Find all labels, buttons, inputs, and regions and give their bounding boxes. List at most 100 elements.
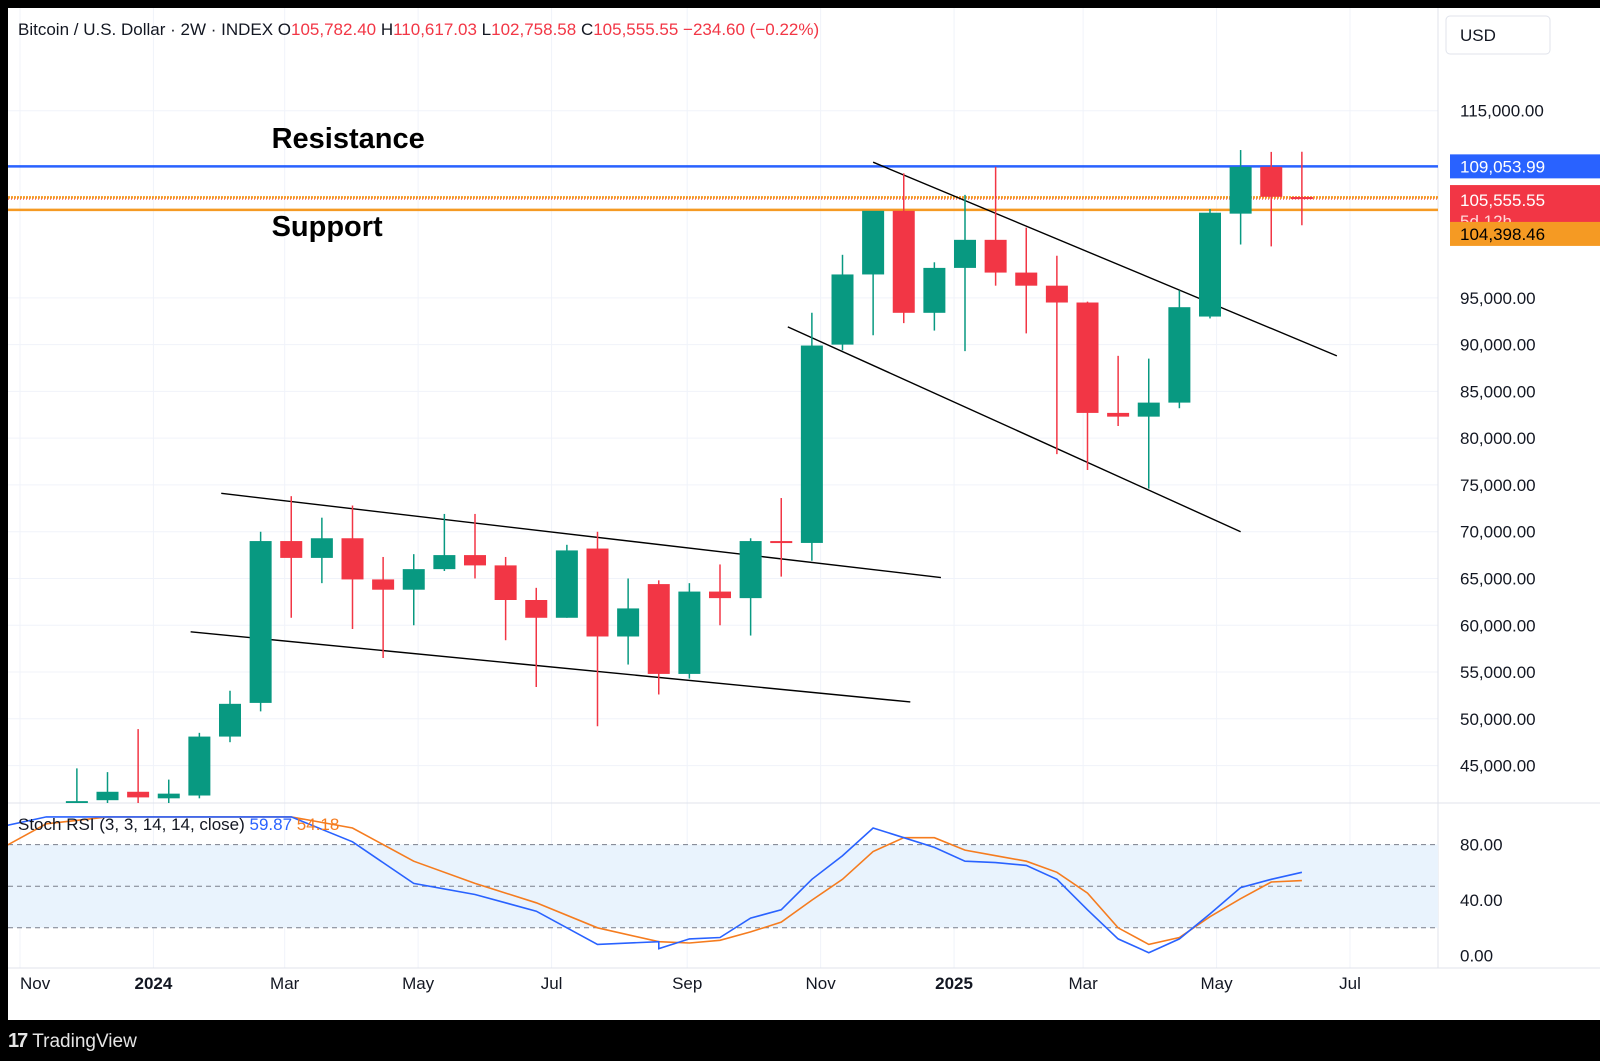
candle-body: [1229, 166, 1252, 214]
candle-body: [1137, 402, 1160, 417]
open-label: O: [278, 20, 291, 39]
price-tick-label: 45,000.00: [1460, 757, 1536, 776]
candle: [1137, 358, 1160, 489]
candles: [65, 150, 1313, 803]
candle-body: [954, 239, 976, 268]
price-tick-label: 65,000.00: [1460, 569, 1536, 588]
trendline-1: [190, 631, 911, 703]
symbol-name: Bitcoin / U.S. Dollar · 2W · INDEX: [18, 20, 278, 39]
candle: [96, 772, 119, 803]
candle-body: [617, 608, 640, 637]
trendline-0: [221, 492, 942, 579]
candle-body: [1107, 412, 1130, 417]
stoch-tick-label: 0.00: [1460, 947, 1493, 966]
price-axis: 45,000.00 50,000.00 55,000.00 60,000.00 65,0…: [1460, 102, 1544, 776]
price-tick-label: 85,000.00: [1460, 382, 1536, 401]
candle: [892, 173, 915, 324]
annotation-support: Support: [272, 211, 383, 243]
trendline-3: [787, 326, 1241, 533]
time-tick-label: 2025: [935, 974, 973, 993]
candle-body: [555, 550, 578, 618]
tradingview-logo-icon: 17: [8, 1030, 28, 1052]
low-value: 102,758.58: [491, 20, 581, 39]
candle-body: [1168, 307, 1191, 403]
candle: [157, 779, 180, 803]
candle-body: [1015, 272, 1038, 286]
candle-body: [647, 584, 670, 674]
candle: [800, 312, 823, 561]
price-tick-label: 80,000.00: [1460, 429, 1536, 448]
candle: [341, 505, 364, 629]
time-tick-label: Mar: [1068, 974, 1098, 993]
candle: [433, 513, 456, 571]
candle: [1168, 290, 1191, 409]
time-tick-label: Mar: [270, 974, 300, 993]
candle-body: [464, 555, 486, 566]
candle-body: [678, 591, 701, 674]
candle-body: [219, 703, 241, 737]
price-tick-label: 115,000.00: [1460, 102, 1544, 121]
candle-body: [892, 210, 915, 313]
annotation-resistance: Resistance: [272, 123, 425, 155]
candle-body: [249, 541, 272, 703]
time-tick-label: Nov: [20, 974, 51, 993]
candle-body: [923, 267, 946, 313]
candle: [831, 254, 854, 351]
chart-canvas[interactable]: Resistance Support 45,000.00 50,000.00 55,00…: [8, 8, 1600, 1020]
candle: [65, 768, 88, 803]
close-label: C: [581, 20, 593, 39]
time-tick-label: Jul: [541, 974, 563, 993]
candle: [464, 513, 486, 579]
candle: [739, 538, 762, 636]
open-value: 105,782.40: [291, 20, 381, 39]
stoch-d-value: 54.18: [297, 815, 340, 834]
candle: [984, 166, 1007, 286]
price-tag-support: 104,398.46: [1460, 225, 1545, 244]
price-tag-support-bg: [1450, 221, 1600, 246]
candle: [494, 556, 517, 641]
currency-label: USD: [1460, 26, 1496, 45]
candle: [647, 580, 670, 695]
candle-body: [709, 591, 731, 599]
candle-body: [310, 538, 333, 558]
low-label: L: [482, 20, 491, 39]
candle-body: [586, 548, 609, 637]
candle: [310, 517, 333, 584]
candle-body: [157, 793, 180, 799]
header-legend: Bitcoin / U.S. Dollar · 2W · INDEX O105,…: [18, 20, 819, 39]
candle-body: [1290, 196, 1313, 200]
candle: [525, 587, 548, 687]
high-value: 110,617.03: [393, 20, 482, 39]
candle: [617, 578, 640, 665]
time-tick-label: Nov: [806, 974, 837, 993]
close-value: 105,555.55: [593, 20, 683, 39]
candle-body: [984, 239, 1007, 273]
candle-body: [739, 541, 762, 599]
footer-brand: TradingView: [32, 1030, 137, 1052]
time-tick-label: May: [402, 974, 435, 993]
price-tag-resistance: 109,053.99: [1460, 157, 1545, 176]
stoch-rsi-pane: [8, 816, 1438, 954]
candle: [402, 554, 425, 626]
footer: 17 TradingView: [8, 1030, 137, 1053]
price-tick-label: 95,000.00: [1460, 289, 1536, 308]
candle-body: [188, 736, 211, 796]
candle: [954, 194, 976, 352]
candle: [709, 564, 731, 626]
candle-body: [1076, 302, 1099, 413]
candle-body: [433, 555, 456, 570]
price-tag-resistance-bg: [1450, 154, 1600, 179]
candle-body: [372, 579, 395, 590]
stoch-tick-label: 80.00: [1460, 836, 1503, 855]
candle: [678, 583, 701, 679]
candle-body: [341, 538, 364, 580]
candle: [127, 729, 150, 803]
candle: [1015, 227, 1038, 334]
time-tick-label: Sep: [672, 974, 702, 993]
candle: [1229, 150, 1252, 245]
change-value: −234.60 (−0.22%): [683, 20, 819, 39]
candle-body: [280, 541, 303, 558]
high-label: H: [381, 20, 393, 39]
stoch-k-value: 59.87: [250, 815, 297, 834]
candle-body: [1045, 285, 1068, 303]
